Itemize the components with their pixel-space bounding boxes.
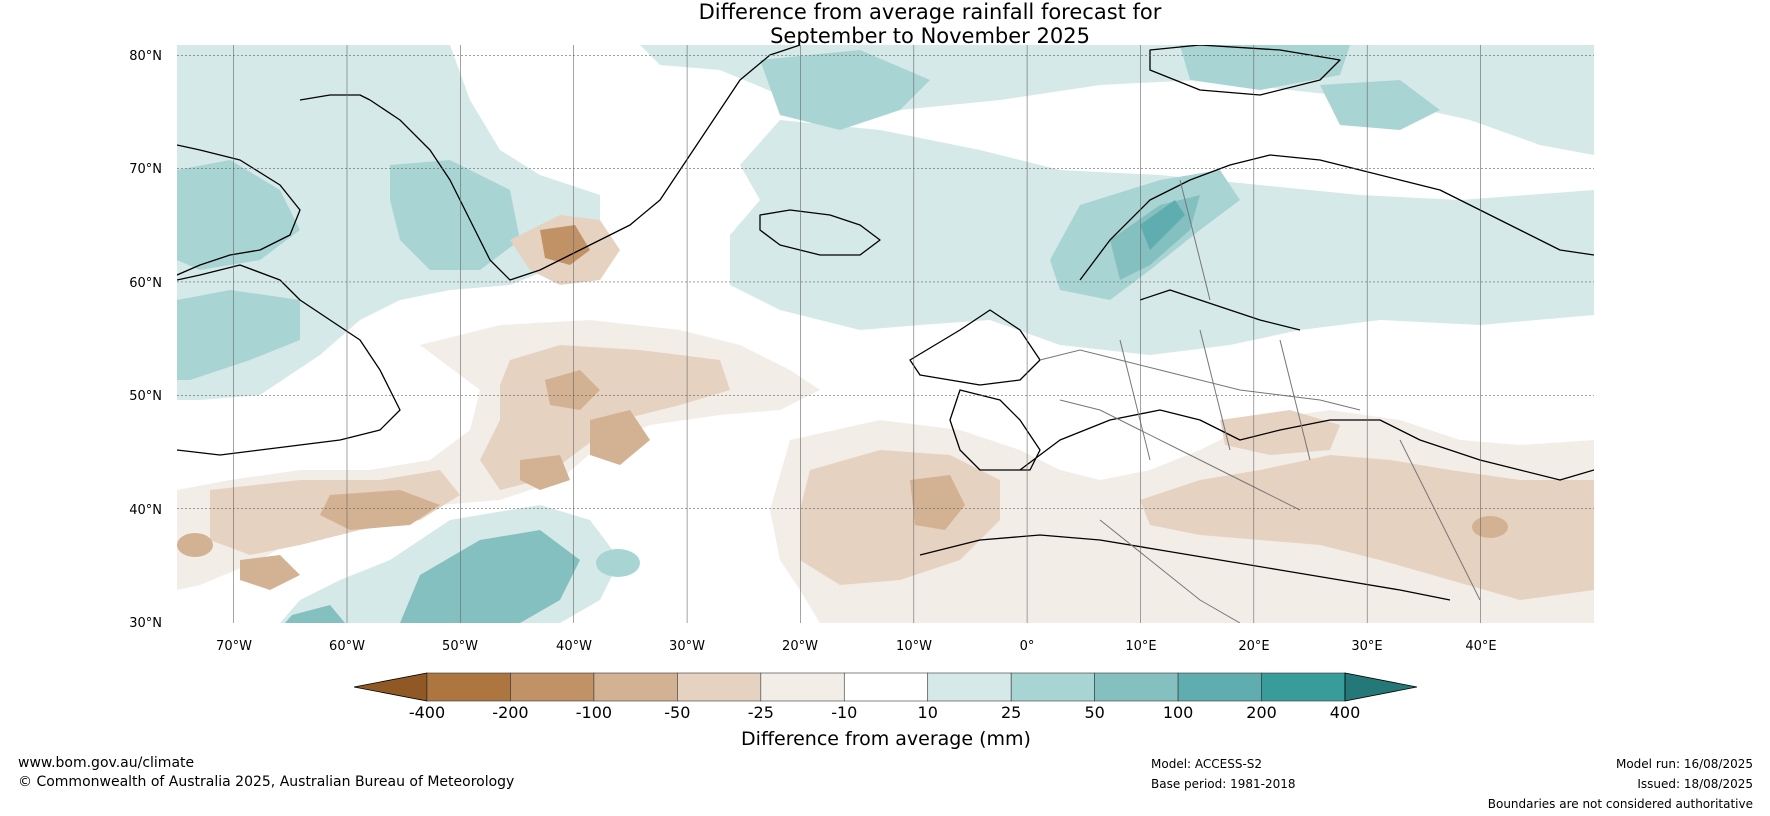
colorbar-tick-label: 25: [1001, 703, 1021, 722]
colorbar-tick-label: -200: [492, 703, 528, 722]
lat-label: 80°N: [129, 49, 162, 64]
title-line-2: September to November 2025: [770, 24, 1090, 48]
colorbar-bin: [677, 672, 762, 702]
lon-label: 20°E: [1238, 639, 1269, 654]
lon-label: 40°W: [556, 639, 592, 654]
lon-label: 10°W: [896, 639, 932, 654]
colorbar-label: Difference from average (mm): [741, 728, 1031, 750]
colorbar-tick-labels: -400 -200 -100 -50 -25 -10 10 25 50 100 200 400: [409, 703, 1360, 722]
colorbar-tick-label: 100: [1163, 703, 1194, 722]
colorbar-bin: [1010, 672, 1095, 702]
longitude-labels: 70°W 60°W 50°W 40°W 30°W 20°W 10°W 0° 10…: [216, 639, 1497, 654]
colorbar-bin: [1177, 672, 1262, 702]
colorbar-tick-label: -100: [576, 703, 612, 722]
lon-label: 70°W: [216, 639, 252, 654]
colorbar-tick-label: -400: [409, 703, 445, 722]
website-text: www.bom.gov.au/climate: [18, 755, 195, 771]
lon-label: 10°E: [1125, 639, 1156, 654]
colorbar-tick-label: 200: [1246, 703, 1277, 722]
colorbar-tick-label: 400: [1330, 703, 1361, 722]
lat-label: 40°N: [129, 503, 162, 518]
colorbar-bin: [593, 672, 678, 702]
lon-label: 50°W: [442, 639, 478, 654]
lon-label: 0°: [1020, 639, 1035, 654]
issued-text: Issued: 18/08/2025: [1637, 777, 1753, 791]
lat-label: 50°N: [129, 389, 162, 404]
colorbar-bin: [1261, 672, 1346, 702]
colorbar-tick-label: -25: [748, 703, 774, 722]
latitude-labels: 80°N 70°N 60°N 50°N 40°N 30°N: [129, 49, 162, 631]
colorbar-bin: [843, 672, 929, 702]
graticule: [177, 45, 1594, 623]
colorbar-bin: [426, 672, 511, 702]
lon-label: 40°E: [1465, 639, 1496, 654]
colorbar-tick-label: 10: [918, 703, 938, 722]
lon-label: 60°W: [329, 639, 365, 654]
map-title: Difference from average rainfall forecas…: [0, 0, 1770, 48]
disclaimer-text: Boundaries are not considered authoritat…: [1487, 797, 1753, 811]
colorbar-bin: [760, 672, 845, 702]
coastlines: [177, 45, 1594, 601]
country-borders: [1039, 179, 1481, 623]
map-panel: [177, 45, 1594, 623]
colorbar-tick-label: -10: [831, 703, 857, 722]
wet-anomaly-shading: [177, 45, 1594, 623]
colorbar-tick-label: 50: [1084, 703, 1104, 722]
lat-label: 70°N: [129, 162, 162, 177]
colorbar-max-arrow: [1344, 672, 1418, 702]
colorbar-tick-label: -50: [664, 703, 690, 722]
colorbar-bins: [426, 672, 1346, 702]
colorbar-min-arrow: [353, 672, 428, 702]
copyright-text: © Commonwealth of Australia 2025, Austra…: [18, 774, 515, 790]
lat-label: 60°N: [129, 276, 162, 291]
model-text: Model: ACCESS-S2: [1151, 757, 1263, 771]
colorbar-bin: [927, 672, 1012, 702]
title-line-1: Difference from average rainfall forecas…: [698, 0, 1162, 24]
colorbar-bin: [1094, 672, 1179, 702]
base-period-text: Base period: 1981-2018: [1151, 777, 1296, 791]
model-run-text: Model run: 16/08/2025: [1615, 757, 1753, 771]
lon-label: 30°W: [669, 639, 705, 654]
colorbar: -400 -200 -100 -50 -25 -10 10 25 50 100 200 400 Dif…: [353, 672, 1418, 750]
lon-label: 20°W: [782, 639, 818, 654]
lat-label: 30°N: [129, 616, 162, 631]
lon-label: 30°E: [1351, 639, 1382, 654]
colorbar-bin: [510, 672, 595, 702]
